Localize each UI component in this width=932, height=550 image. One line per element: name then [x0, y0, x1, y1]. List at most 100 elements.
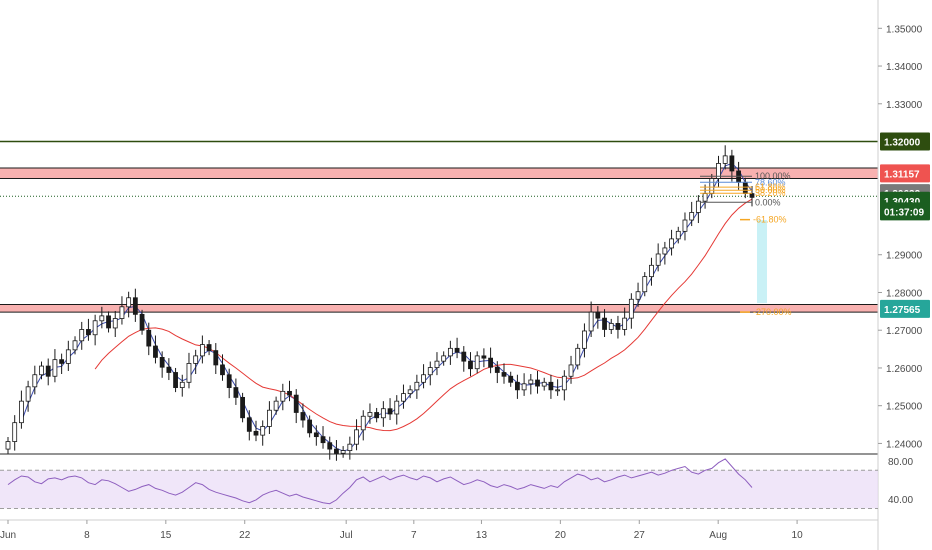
- candle-body: [561, 375, 567, 391]
- candle-body: [206, 344, 212, 351]
- price-tag-bg-4: [880, 202, 930, 221]
- candle-body: [729, 155, 735, 172]
- candle-body: [287, 390, 292, 396]
- time-tick-label: 7: [411, 530, 417, 541]
- time-tick-label: 22: [239, 530, 251, 541]
- rsi-tick-label: 40.00: [888, 495, 913, 506]
- candle-body: [494, 366, 500, 373]
- zone-fill-0: [0, 167, 878, 179]
- candle-body: [608, 323, 614, 330]
- candle-body: [595, 311, 601, 319]
- candle-body: [568, 364, 574, 377]
- candle-body: [246, 417, 252, 432]
- candle-body: [588, 311, 594, 332]
- candle-body: [635, 291, 641, 300]
- price-tag-label-5: 1.27565: [884, 305, 921, 316]
- candle-body: [394, 400, 400, 415]
- candle-body: [354, 429, 359, 445]
- candle-body: [173, 372, 178, 388]
- candle-body: [441, 355, 447, 362]
- fib-label-7: -270.00%: [753, 307, 792, 317]
- candle-body: [642, 276, 648, 293]
- candle-body: [25, 386, 31, 402]
- candle-body: [166, 366, 172, 373]
- time-axis[interactable]: Jun 8 15 22 Jul 7 13 20 27 Aug 10: [0, 520, 803, 541]
- candle-body: [468, 360, 473, 370]
- candle-body: [541, 381, 547, 387]
- candle-body: [521, 383, 527, 391]
- candle-body: [427, 367, 433, 376]
- price-tags: 1.320001.311571.306321.3043001:37:091.27…: [880, 132, 930, 318]
- candle-body: [367, 412, 373, 417]
- fib-label-0: 100.00%: [755, 171, 791, 181]
- price-tick-label: 1.29000: [886, 251, 923, 262]
- candle-body: [92, 320, 98, 336]
- candle-body: [233, 387, 239, 398]
- candle-body: [662, 247, 668, 255]
- candle-body: [380, 408, 386, 419]
- candle-body: [334, 448, 339, 454]
- fibonacci-levels[interactable]: 100.00%78.60%61.80%50.00%38.20%0.00% -61.…: [700, 171, 792, 317]
- price-tag-label-3: 1.30430: [884, 197, 921, 208]
- candle-body: [749, 193, 755, 198]
- candle-body: [99, 315, 105, 322]
- candle-body: [515, 381, 520, 391]
- candle-body: [474, 355, 480, 370]
- candle-body: [742, 181, 748, 195]
- candle-body: [575, 347, 581, 366]
- candle-body: [481, 355, 487, 359]
- candle-body: [602, 317, 607, 330]
- candle-body: [52, 359, 58, 377]
- fib-label-6: -61.80%: [753, 215, 787, 225]
- price-tick-label: 1.34000: [886, 62, 923, 73]
- candle-body: [39, 365, 44, 376]
- price-tick-label: 1.24000: [886, 439, 923, 450]
- rsi-panel[interactable]: 80.00 40.00: [0, 457, 913, 509]
- candle-body: [226, 374, 232, 388]
- candle-body: [434, 360, 440, 368]
- candle-body: [19, 400, 24, 424]
- price-tick-label: 1.28000: [886, 288, 923, 299]
- candle-body: [313, 432, 319, 438]
- candle-body: [689, 212, 695, 221]
- candle-body: [213, 350, 219, 366]
- candle-body: [153, 345, 158, 358]
- candle-body: [374, 412, 380, 419]
- candle-body: [488, 357, 493, 368]
- candle-body: [655, 253, 661, 266]
- candle-body: [508, 375, 514, 383]
- candle-body: [669, 238, 674, 249]
- candle-body: [501, 372, 507, 377]
- candle-body: [461, 351, 467, 362]
- candle-body: [72, 340, 78, 351]
- candle-body: [112, 318, 118, 329]
- candle-body: [327, 442, 333, 450]
- candle-body: [421, 374, 426, 383]
- candle-body: [615, 323, 621, 330]
- price-tick-label: 1.35000: [886, 24, 923, 35]
- candle-body: [716, 163, 721, 179]
- candle-body: [106, 315, 111, 329]
- time-tick-label: 13: [476, 530, 488, 541]
- time-tick-label: Jul: [340, 530, 353, 541]
- candle-body: [307, 419, 313, 434]
- candle-body: [702, 193, 708, 202]
- candlesticks: [5, 145, 755, 461]
- candle-body: [535, 379, 540, 387]
- candle-body: [45, 365, 51, 377]
- candle-body: [280, 390, 286, 402]
- candle-body: [675, 230, 681, 240]
- price-tag-bg-0: [880, 132, 930, 151]
- price-axis[interactable]: 1.35000 1.34000 1.33000 1.29000 1.28000 1.270…: [878, 24, 923, 450]
- candle-body: [86, 329, 91, 336]
- candle-body: [628, 298, 634, 319]
- candle-body: [240, 396, 245, 419]
- candle-body: [300, 412, 306, 421]
- price-tick-label: 1.33000: [886, 100, 923, 111]
- candle-body: [414, 381, 420, 391]
- candle-body: [79, 329, 85, 342]
- candle-body: [132, 297, 138, 315]
- candle-body: [119, 306, 125, 319]
